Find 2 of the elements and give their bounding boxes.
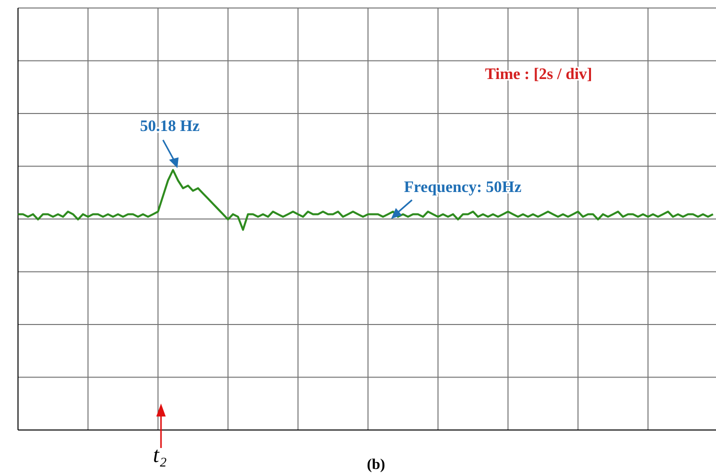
- text: t₂: [153, 442, 168, 467]
- text: (b): [366, 457, 386, 473]
